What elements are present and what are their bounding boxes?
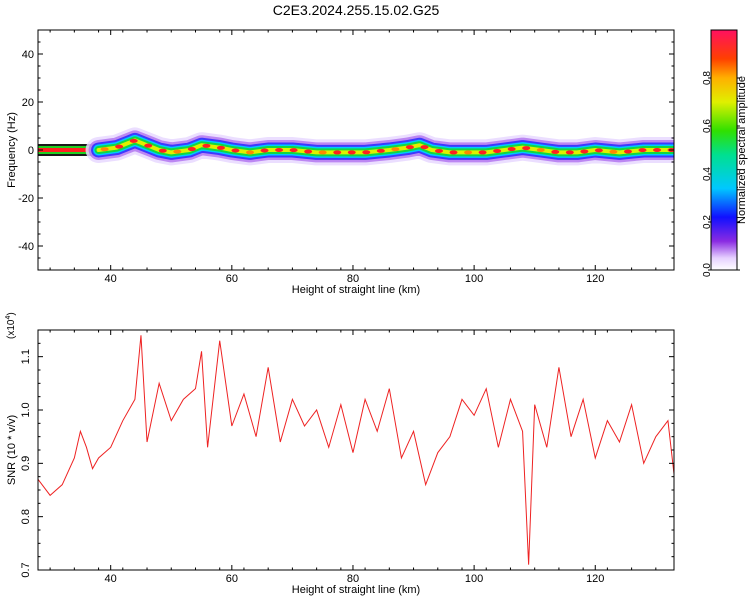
ridge-hotspot [187, 147, 196, 152]
ridge-hotspot [522, 146, 531, 151]
ridge-hotspot [362, 150, 371, 155]
snr-scale-label: (x104) [5, 312, 17, 339]
ridge-hotspot [609, 149, 618, 154]
ridge-hotspot [623, 149, 632, 154]
snr-y-tick-label: 1.1 [20, 349, 32, 364]
colorbar-tick-label: 0.8 [702, 71, 713, 85]
spectrogram-y-label: Frequency (Hz) [6, 112, 18, 188]
snr-x-tick-label: 60 [226, 573, 238, 585]
spectrogram-x-tick-label: 60 [226, 273, 238, 285]
spectrogram-y-tick-label: 0 [28, 145, 34, 157]
ridge-hotspot [653, 148, 662, 152]
colorbar: 0.0 0.2 0.4 0.6 0.8 Normalized spectral ampl… [702, 29, 748, 277]
ridge-hotspot [231, 148, 240, 153]
ridge-hotspot [115, 144, 124, 149]
ridge-hotspot [449, 150, 458, 155]
ridge-hotspot [202, 143, 211, 148]
colorbar-tick-label: 0.6 [702, 119, 713, 133]
ridge-hotspot [216, 145, 225, 150]
ridge-hotspot [304, 149, 313, 154]
spectrogram-y-tick-label: 40 [22, 49, 34, 61]
ridge-hotspot [536, 148, 545, 152]
colorbar-label: Normalized spectral amplitude [736, 76, 748, 224]
snr-panel: 40 60 80 100 120 0.7 0.8 0.9 1.0 1.1 Height of st… [5, 312, 675, 596]
spectrogram-y-tick-label: 20 [22, 97, 34, 109]
ridge-hotspot [391, 147, 400, 152]
snr-x-label: Height of straight line (km) [292, 584, 420, 596]
ridge-hotspot [275, 148, 284, 152]
spectrogram-panel: 40 60 80 100 120 40 20 0 -20 -40 Height of straig… [6, 29, 675, 296]
colorbar-tick-label: 0.0 [702, 263, 713, 277]
ridge-hotspot [289, 148, 298, 153]
ridge-hotspot [158, 148, 167, 153]
ridge-hotspot [318, 150, 327, 155]
spectrogram-x-label: Height of straight line (km) [292, 284, 420, 296]
ridge-hotspots [100, 138, 674, 155]
snr-x-tick-label: 40 [105, 573, 117, 585]
ridge-hotspot [173, 149, 182, 154]
flat-band-core [38, 148, 99, 152]
ridge-hotspot [493, 148, 502, 153]
ridge-hotspot [434, 148, 443, 153]
snr-y-tick-label: 0.9 [20, 456, 32, 471]
ridge-hotspot [580, 149, 589, 154]
snr-plot-area [38, 330, 674, 570]
snr-series-line [38, 335, 674, 565]
ridge-hotspot [565, 150, 574, 155]
spectrogram-x-tick-label: 40 [105, 273, 117, 285]
snr-x-tick-label: 100 [465, 573, 483, 585]
ridge-hotspot [507, 147, 516, 152]
ridge-hotspot [420, 145, 429, 150]
ridge-hotspot [333, 150, 342, 155]
ridge-hotspot [376, 148, 385, 153]
ridge-hotspot [551, 149, 560, 154]
snr-y-label: SNR (10 * v/v) [6, 415, 18, 485]
spectrogram-y-tick-label: -40 [18, 241, 34, 253]
spectrogram-x-tick-label: 80 [347, 273, 359, 285]
colorbar-tick-label: 0.2 [702, 215, 713, 229]
ridge-hotspot [100, 147, 109, 152]
snr-y-tick-label: 0.7 [20, 562, 32, 577]
snr-y-tick-label: 1.0 [20, 402, 32, 417]
snr-y-tick-label: 0.8 [20, 509, 32, 524]
spectrogram-y-tick-label: -20 [18, 193, 34, 205]
ridge-hotspot [260, 148, 269, 153]
spectrogram-x-tick-label: 100 [465, 273, 483, 285]
ridge-hotspot [129, 138, 138, 143]
ridge-hotspot [594, 148, 603, 153]
ridge-hotspot [638, 148, 647, 153]
ridge-hotspot [478, 150, 487, 155]
ridge-hotspot [464, 150, 473, 155]
ridge-hotspot [405, 145, 414, 150]
spectrogram-x-tick-label: 120 [586, 273, 604, 285]
ridge-hotspot [246, 150, 254, 155]
snr-x-tick-label: 120 [586, 573, 604, 585]
colorbar-gradient [710, 29, 738, 271]
snr-x-tick-label: 80 [347, 573, 359, 585]
ridge-hotspot [347, 150, 356, 155]
ridge-hotspot [144, 143, 153, 148]
colorbar-tick-label: 0.4 [702, 167, 713, 181]
figure-title: C2E3.2024.255.15.02.G25 [273, 2, 440, 18]
